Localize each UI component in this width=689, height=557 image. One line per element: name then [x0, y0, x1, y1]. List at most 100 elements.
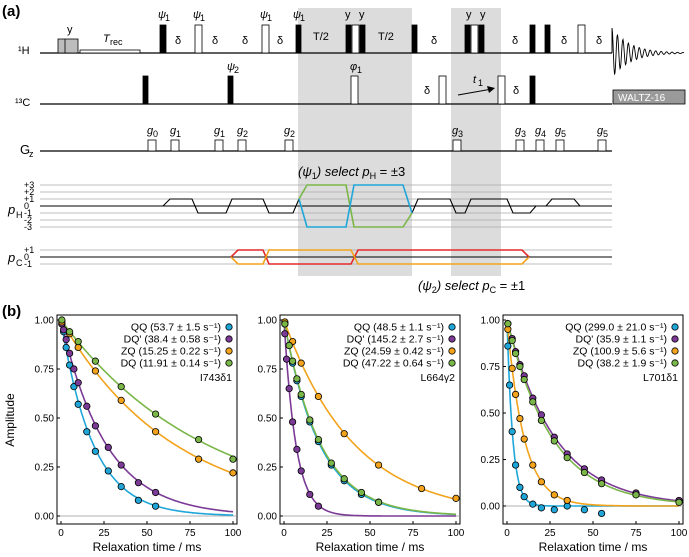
svg-text:ψ: ψ	[158, 9, 166, 21]
svg-text:δ: δ	[512, 35, 518, 47]
data-point	[374, 461, 383, 469]
svg-text:1: 1	[300, 13, 305, 23]
svg-text:g: g	[170, 125, 177, 137]
ph-level-label: +2	[24, 187, 34, 197]
svg-text:G: G	[20, 142, 30, 157]
data-point	[550, 491, 558, 499]
data-point	[314, 502, 322, 510]
x-axis-label: Relaxation time / ms	[93, 540, 202, 554]
c-delta-label-2: δ	[513, 85, 519, 97]
svg-text:2: 2	[243, 129, 248, 139]
svg-text:C: C	[16, 258, 23, 268]
data-point	[520, 435, 528, 443]
channel-label-ph: p H	[7, 202, 23, 220]
data-point	[134, 496, 142, 504]
x-tick-label: 100	[225, 528, 242, 539]
legend-label: ZQ (15.25 ± 0.22 s⁻¹)	[121, 346, 221, 358]
svg-text:g: g	[452, 125, 459, 137]
data-point	[417, 484, 426, 493]
data-point	[117, 383, 125, 391]
psi1-label-3: ψ 1	[260, 9, 272, 23]
data-point	[152, 428, 160, 436]
pc-level-label: 0	[24, 252, 29, 262]
legend-marker	[448, 347, 456, 355]
data-point	[297, 390, 305, 399]
select-c-label: (ψ2) select pC = ±1	[418, 278, 525, 295]
channel-label-h: ¹H	[18, 45, 30, 57]
t1-evolution: t 1	[457, 74, 495, 96]
svg-text:δ: δ	[242, 35, 248, 47]
data-point	[357, 488, 365, 497]
legend-marker	[448, 335, 456, 343]
data-point	[74, 337, 82, 346]
data-point	[83, 428, 91, 436]
x-tick-label: 25	[321, 528, 333, 539]
data-point	[293, 375, 301, 383]
channel-label-c: ¹³C	[15, 97, 30, 109]
y-label-4: y	[480, 9, 486, 21]
y-tick-label: 0.00	[258, 512, 278, 523]
data-point	[511, 390, 520, 398]
svg-text:1: 1	[357, 65, 362, 75]
x-tick-label: 25	[544, 528, 556, 539]
svg-text:δ: δ	[175, 35, 181, 47]
data-point	[306, 416, 314, 424]
legend-label: DQ' (35.9 ± 1.1 s⁻¹)	[575, 334, 667, 346]
pc-level-label: +1	[24, 245, 34, 255]
data-point	[516, 414, 524, 423]
data-point	[74, 343, 82, 352]
svg-text:0: 0	[153, 129, 158, 139]
svg-text:rec: rec	[110, 37, 123, 47]
select-h-label: (ψ1) select pH = ±3	[298, 164, 405, 181]
svg-text:z: z	[29, 149, 34, 159]
x-tick-label: 50	[364, 528, 376, 539]
data-point	[297, 467, 305, 475]
data-point	[508, 336, 516, 345]
svg-text:1: 1	[220, 129, 225, 139]
svg-text:g: g	[147, 125, 154, 137]
legend-marker	[225, 359, 233, 367]
legend-label: ZQ (24.59 ± 0.42 s⁻¹)	[344, 346, 444, 358]
pc-pathway-red	[230, 249, 530, 265]
svg-text:ψ: ψ	[193, 9, 201, 21]
h-pulses	[159, 24, 586, 54]
data-point	[537, 478, 546, 486]
data-point	[117, 461, 125, 469]
data-point	[374, 498, 383, 506]
legend-marker	[448, 323, 456, 331]
data-point	[505, 381, 514, 389]
data-point	[529, 500, 537, 508]
panel-a-label: (a)	[2, 3, 20, 20]
t2-label-1: T/2	[313, 31, 329, 43]
data-point	[74, 400, 82, 408]
psi2-label: ψ 2	[227, 61, 239, 75]
data-point	[117, 482, 125, 491]
ph-ladder: +3+2+10-1-2-3	[24, 180, 612, 232]
svg-text:T: T	[103, 33, 111, 45]
data-point	[563, 454, 571, 462]
svg-text:2: 2	[290, 129, 295, 139]
legend-label: QQ (48.5 ± 1.1 s⁻¹)	[354, 322, 444, 334]
legend-label: DQ' (38.4 ± 0.58 s⁻¹)	[124, 334, 221, 346]
svg-text:δ: δ	[561, 35, 567, 47]
svg-text:5: 5	[603, 129, 608, 139]
legend-label: DQ (47.22 ± 0.64 s⁻¹)	[343, 358, 444, 370]
pc-ladder: +10-1	[24, 245, 612, 269]
data-point	[340, 430, 348, 438]
residue-annotation: L701δ1	[643, 372, 678, 384]
y-tick-label: 1.00	[481, 316, 501, 327]
data-point	[74, 379, 82, 387]
data-point	[314, 435, 322, 444]
fit-curve	[506, 319, 680, 503]
ph-pathway	[411, 198, 612, 214]
x-tick-label: 0	[504, 528, 510, 539]
fit-curve	[283, 319, 457, 500]
legend-label: QQ (53.7 ± 1.5 s⁻¹)	[131, 322, 221, 334]
y-tick-label: 0.00	[35, 512, 55, 523]
pc-pathway-orange	[230, 249, 530, 265]
c-pulses	[142, 75, 536, 105]
data-point	[314, 392, 322, 401]
data-point	[340, 475, 348, 483]
y-tick-label: 0.25	[481, 455, 501, 466]
